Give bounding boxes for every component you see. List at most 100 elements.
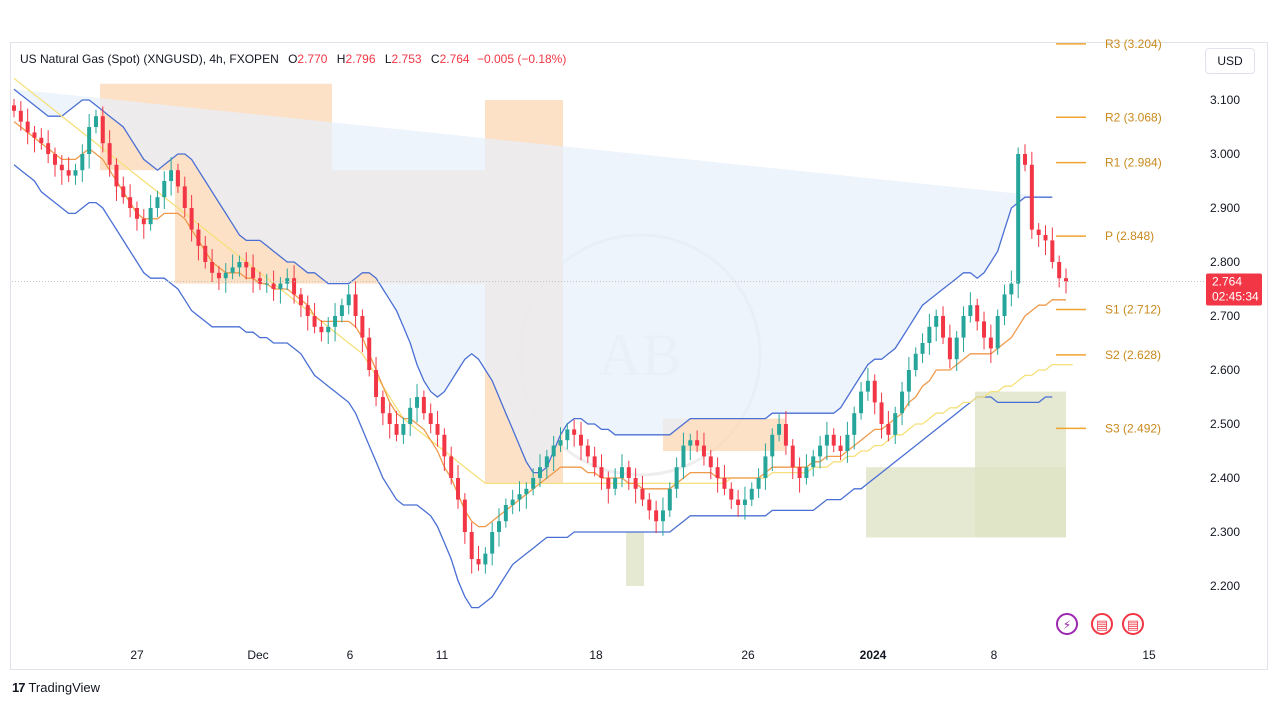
candle-body [619,467,624,478]
candle-body [729,488,734,500]
y-tick-label: 2.200 [1210,579,1240,593]
candle-body [1064,278,1068,282]
candle-body [339,305,344,316]
candle-body [285,278,290,284]
y-tick-label: 2.500 [1210,417,1240,431]
candle-body [879,402,884,424]
candle-body [415,397,420,408]
candle-body [688,440,693,446]
y-tick-label: 2.300 [1210,525,1240,539]
candle-body [818,445,823,457]
last-price-label-bg [1206,273,1262,306]
candle-body [708,456,713,468]
candle-body [715,467,720,478]
currency-button[interactable]: USD [1205,48,1255,74]
bollinger-lower-line [13,164,1053,609]
candle-body [1043,235,1048,241]
pivot-label-r3: R3 (3.204) [1105,37,1162,51]
candle-body [107,143,112,165]
candle-body [824,434,829,446]
candle-body [674,467,679,489]
candle-body [838,445,843,451]
x-tick-label: 15 [1142,648,1156,662]
candle-body [312,316,317,327]
candle-body [319,326,324,333]
candle-body [783,424,788,446]
symbol-legend: US Natural Gas (Spot) (XNGUSD), 4h, FXOP… [20,52,566,66]
candle-body [360,316,365,338]
candle-body [1009,283,1014,295]
candle-body [251,267,256,279]
candle-body [462,499,467,532]
pivot-label-s3: S3 (2.492) [1105,421,1161,435]
pivot-label-s2: S2 (2.628) [1105,348,1161,362]
candle-body [80,154,85,171]
candle-body [18,110,23,122]
candle-body [196,229,201,246]
candle-body [203,245,208,262]
candle-body [244,262,249,268]
us-flag-event-icon-2[interactable]: ▤ [1122,613,1144,635]
x-tick-label: 6 [347,648,354,662]
x-tick-label: 18 [589,648,603,662]
candle-body [257,278,262,284]
zone-rect-7 [975,391,1066,538]
candle-body [982,321,987,338]
candle-body [592,456,597,468]
candle-body [544,456,549,468]
candle-body [428,413,433,424]
candle-body [886,424,891,435]
candle-body [927,326,932,343]
open-label: O [288,52,298,66]
tradingview-brand[interactable]: 17 TradingView [12,680,100,695]
candle-body [25,121,30,133]
candle-body [305,305,310,316]
low-value: 2.753 [391,52,422,66]
candle-body [93,116,98,127]
candle-body [667,488,672,511]
candle-body [59,164,64,171]
candle-body [968,305,973,316]
candle-body [681,445,686,468]
candle-body [503,505,508,522]
x-tick-label: 8 [991,648,998,662]
candle-body [865,380,870,392]
candle-body [510,499,515,505]
brand-name: TradingView [28,680,101,695]
candle-body [189,208,194,230]
candle-body [162,181,167,198]
candle-body [790,445,795,468]
candle-body [606,478,611,489]
candle-body [565,429,570,441]
candle-body [271,283,276,289]
low-label: L [384,52,392,66]
candle-body [483,553,488,565]
candle-body [660,510,665,522]
lightning-event-icon[interactable]: ⚡ [1056,613,1078,635]
high-value: 2.796 [345,52,376,66]
candle-body [100,116,105,144]
candle-body [701,445,706,457]
candle-body [32,132,37,138]
candle-body [947,337,952,360]
candle-body [128,197,133,208]
candle-body [763,456,768,478]
candle-body [811,456,816,468]
candle-body [182,186,187,208]
candle-body [435,424,440,435]
change-value: −0.005 (−0.18%) [476,52,567,66]
candle-body [469,532,474,559]
x-tick-label: 2024 [860,648,887,662]
candle-body [52,154,57,165]
candle-body [216,272,221,279]
candle-body [155,197,160,208]
candle-body [1029,164,1034,230]
candle-body [749,488,754,500]
candle-body [654,510,659,522]
candle-body [401,424,406,435]
candle-body [893,413,898,435]
candle-body [845,434,850,451]
us-flag-event-icon[interactable]: ▤ [1091,613,1113,635]
candle-body [264,283,269,285]
